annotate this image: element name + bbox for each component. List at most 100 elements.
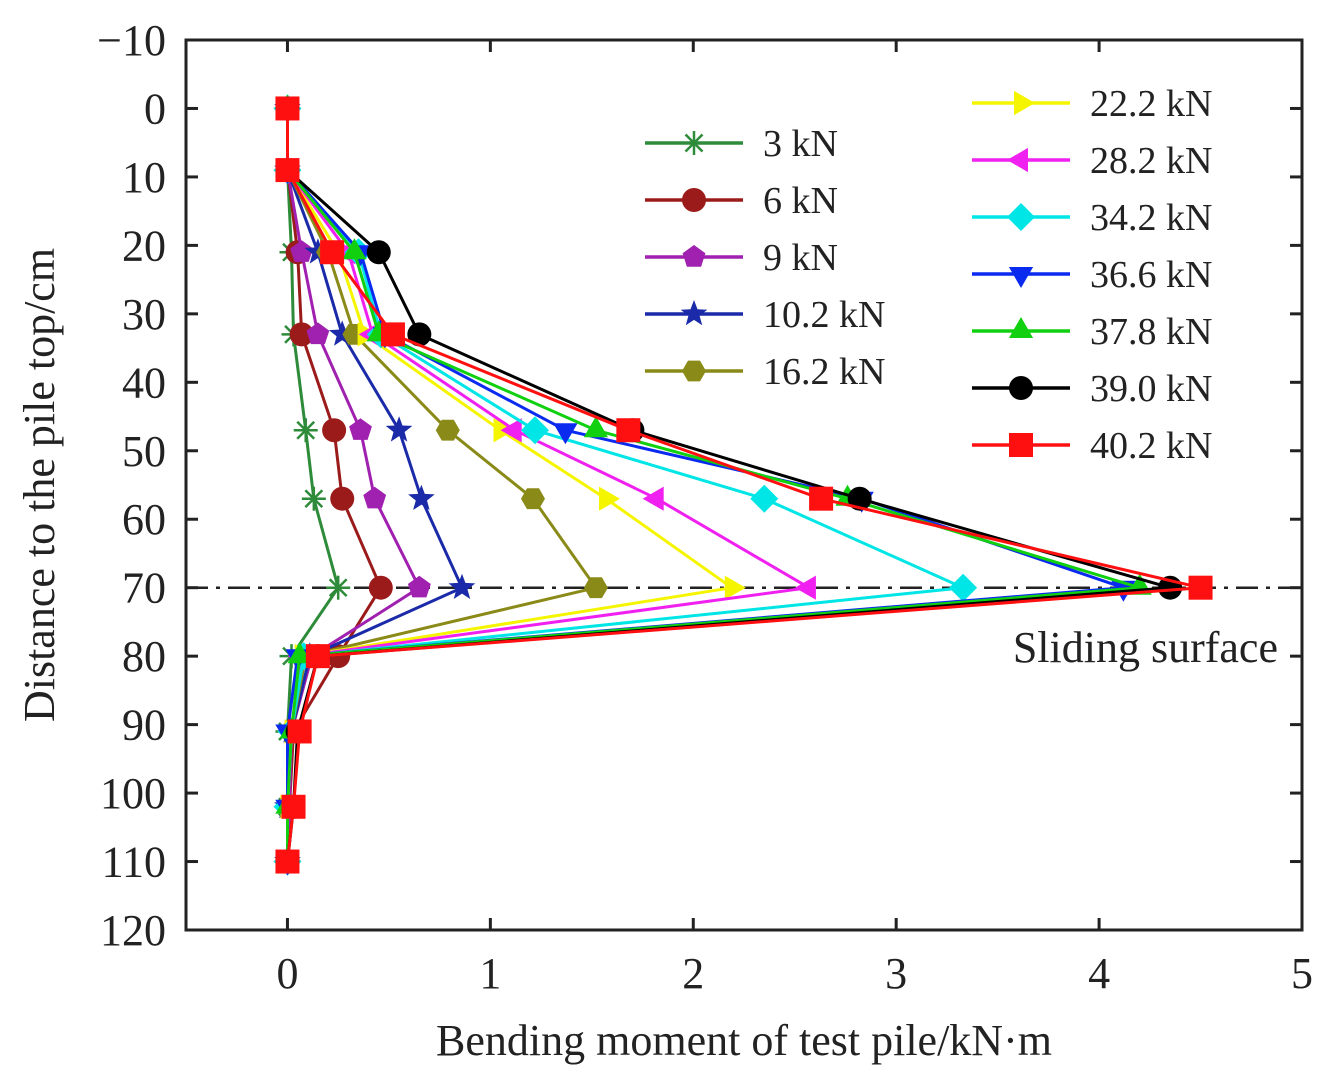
data-point — [293, 418, 318, 443]
series-40-2-kn — [275, 96, 1213, 874]
data-point — [305, 644, 330, 669]
data-point — [407, 575, 431, 598]
legend-marker — [1009, 433, 1033, 457]
data-point — [583, 416, 608, 438]
data-point — [306, 322, 330, 345]
data-point — [408, 484, 435, 510]
legend-label: 9 kN — [763, 237, 838, 279]
series-layer — [273, 94, 1213, 876]
legend-label: 39.0 kN — [1090, 368, 1212, 410]
data-point — [275, 849, 300, 874]
y-tick-label: 110 — [102, 838, 166, 887]
legend-marker — [682, 188, 706, 212]
y-tick-label: 60 — [122, 495, 166, 544]
data-point — [368, 575, 393, 600]
plot-frame — [184, 38, 1304, 932]
legend-marker — [1008, 267, 1034, 288]
series-line — [286, 108, 1172, 862]
legend-item: 37.8 kN — [972, 311, 1212, 353]
data-point — [287, 642, 312, 664]
series-line — [286, 108, 734, 862]
data-point — [407, 322, 432, 347]
legend-label: 28.2 kN — [1090, 140, 1212, 182]
series-28-2-kn — [273, 96, 816, 874]
data-point — [289, 322, 314, 347]
data-point — [320, 240, 345, 265]
data-point — [275, 96, 300, 121]
data-point — [281, 794, 306, 819]
y-tick-label: 90 — [122, 701, 166, 750]
legend-item: 10.2 kN — [645, 294, 885, 336]
series-line — [286, 108, 811, 862]
data-point — [363, 486, 387, 509]
legend-item: 36.6 kN — [972, 254, 1212, 296]
y-tick-label: 40 — [122, 358, 166, 407]
legend-item: 16.2 kN — [645, 351, 885, 393]
data-point — [521, 488, 545, 510]
x-tick-label: 1 — [479, 949, 501, 998]
y-axis-title: Distance to the pile top/cm — [15, 248, 64, 722]
series-line — [286, 108, 1202, 862]
y-tick-label: 120 — [100, 906, 166, 955]
x-tick-label: 2 — [682, 949, 704, 998]
legend-item: 28.2 kN — [972, 140, 1212, 182]
legend-marker — [1008, 317, 1034, 338]
data-point — [794, 575, 816, 600]
legend-item: 6 kN — [645, 180, 838, 222]
data-point — [616, 418, 641, 443]
data-point — [847, 486, 872, 511]
sliding-surface-label: Sliding surface — [1013, 623, 1278, 672]
legend-item: 34.2 kN — [972, 197, 1212, 239]
data-point — [301, 486, 326, 511]
data-point — [342, 238, 367, 260]
data-point — [287, 719, 312, 744]
y-tick-label: 0 — [144, 84, 166, 133]
data-point — [366, 240, 391, 265]
data-point — [349, 418, 372, 440]
legend-marker — [680, 300, 708, 326]
data-point — [290, 240, 314, 262]
data-point — [380, 322, 405, 347]
data-point — [599, 486, 620, 511]
y-tick-label: 20 — [122, 221, 166, 270]
legend-marker — [1007, 147, 1028, 173]
data-point — [322, 418, 347, 443]
data-point — [435, 419, 460, 441]
series-10-2-kn — [274, 94, 476, 873]
x-tick-label: 3 — [885, 949, 907, 998]
data-point — [809, 486, 834, 511]
legend-item: 39.0 kN — [972, 368, 1212, 410]
y-tick-label: −10 — [97, 16, 166, 65]
x-tick-label: 5 — [1291, 949, 1313, 998]
data-point — [724, 575, 746, 600]
legend-marker — [1009, 376, 1033, 400]
data-point — [521, 416, 549, 445]
data-point — [275, 158, 300, 183]
legend-label: 10.2 kN — [763, 294, 885, 336]
data-point — [330, 486, 355, 511]
legend: 3 kN 6 kN 9 kN 10.2 kN 16.2 kN 22.2 kN 28.2 kN… — [645, 83, 1212, 467]
y-tick-label: 70 — [122, 564, 166, 613]
data-point — [642, 486, 664, 511]
data-point — [949, 573, 978, 602]
legend-label: 36.6 kN — [1090, 254, 1212, 296]
legend-label: 16.2 kN — [763, 351, 885, 393]
y-tick-label: 80 — [122, 632, 166, 681]
legend-label: 37.8 kN — [1090, 311, 1212, 353]
legend-item: 22.2 kN — [972, 83, 1212, 125]
legend-item: 40.2 kN — [972, 425, 1212, 467]
y-tick-label: 50 — [122, 427, 166, 476]
data-point — [553, 423, 578, 445]
data-point — [500, 418, 522, 443]
legend-label: 6 kN — [763, 180, 838, 222]
legend-marker — [1007, 203, 1035, 231]
y-tick-label: 30 — [122, 290, 166, 339]
data-point — [385, 416, 413, 442]
series-22-2-kn — [280, 96, 746, 874]
legend-item: 3 kN — [645, 123, 838, 165]
legend-marker — [682, 245, 706, 267]
legend-label: 22.2 kN — [1090, 83, 1212, 125]
series-39-0-kn — [275, 96, 1183, 874]
y-tick-label: 100 — [100, 769, 166, 818]
